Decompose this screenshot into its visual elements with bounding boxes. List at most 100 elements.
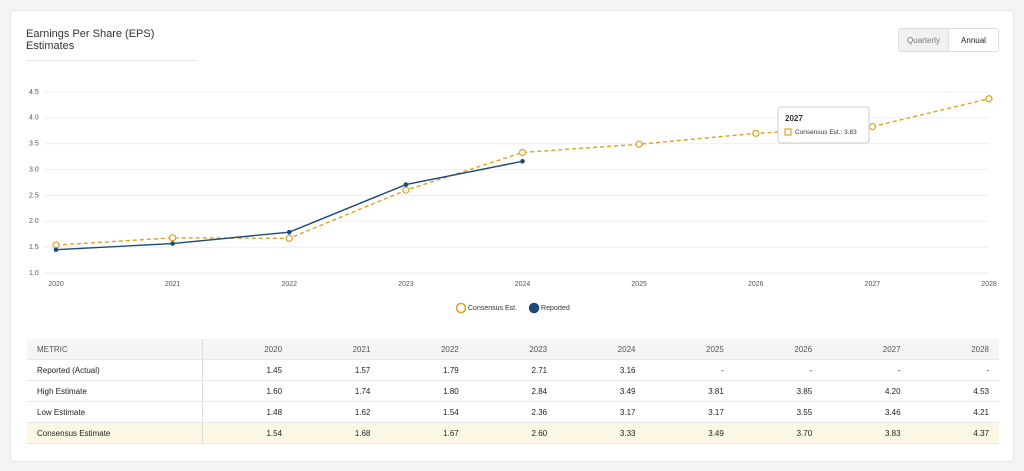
table-cell: Low Estimate: [27, 401, 203, 423]
table-header: METRIC 2020 2021 2022 2023 2024 2025 2026 2027 20…: [27, 339, 999, 360]
table-cell: 1.45: [202, 359, 293, 381]
data-point: [868, 123, 876, 131]
table-cell: 3.17: [557, 401, 646, 423]
table-cell: 3.33: [557, 422, 646, 444]
data-point: [285, 234, 293, 242]
header-cell: 2022: [380, 339, 469, 360]
x-tick-label: 2026: [748, 281, 764, 288]
table-row: High Estimate 1.60 1.74 1.80 2.84 3.49 3.81 3.8…: [27, 380, 999, 402]
chart: 1.0 1.5 2.0 2.5 3.0 3.5 4.0 4.5 2020 2021 2022 2023…: [29, 89, 997, 314]
tooltip-swatch: [784, 128, 792, 136]
table-row: Low Estimate 1.48 1.62 1.54 2.36 3.17 3.17 3.55…: [27, 401, 999, 423]
data-point: [403, 182, 409, 187]
table-cell: 4.53: [910, 380, 999, 402]
table-cell: 1.80: [380, 380, 469, 402]
header-cell: 2026: [733, 339, 823, 360]
table-cell: 1.68: [292, 422, 381, 444]
table-cell: 1.60: [202, 380, 293, 402]
eps-table: METRIC 2020 2021 2022 2023 2024 2025 2026 2027 20…: [27, 339, 999, 444]
x-tick-label: 2021: [165, 281, 181, 288]
table-cell: 3.81: [645, 380, 734, 402]
x-tick-label: 2023: [398, 281, 414, 288]
data-point: [402, 186, 410, 194]
header-cell: 2023: [468, 339, 558, 360]
header-cell: 2027: [822, 339, 911, 360]
x-tick-label: 2020: [48, 281, 64, 288]
data-point: [635, 140, 643, 148]
table-cell: Consensus Estimate: [27, 422, 203, 444]
table-cell: 2.60: [468, 422, 558, 444]
table-cell: 3.49: [645, 422, 734, 444]
header-cell: METRIC: [27, 339, 203, 360]
table-cell: 3.85: [733, 380, 823, 402]
card-title: Earnings Per Share (EPS) Estimates: [26, 28, 196, 61]
annual-button[interactable]: Annual: [948, 29, 998, 51]
table-cell: 2.71: [468, 359, 558, 381]
data-point: [169, 234, 177, 242]
table-cell: 1.57: [292, 359, 381, 381]
table-cell: 1.62: [292, 401, 381, 423]
table-cell: 1.48: [202, 401, 293, 423]
period-toggle: Quarterly Annual: [898, 28, 999, 52]
table-cell: 1.79: [380, 359, 469, 381]
data-point: [752, 129, 760, 137]
table-row: Reported (Actual) 1.45 1.57 1.79 2.71 3.16- - -…: [27, 359, 999, 381]
tooltip-text: Consensus Est.: 3.83: [795, 129, 857, 136]
card: Earnings Per Share (EPS) Estimates Quart…: [10, 10, 1014, 462]
data-point: [520, 158, 525, 164]
table-cell: 4.20: [822, 380, 911, 402]
x-tick-label: 2028: [981, 281, 997, 288]
tooltip-box: [777, 106, 870, 144]
table-row: Consensus Estimate 1.54 1.68 1.67 2.60 3.33 3.…: [27, 422, 999, 444]
table-cell: -: [645, 359, 734, 381]
table-cell: 3.17: [645, 401, 734, 423]
header-cell: 2021: [292, 339, 381, 360]
table-cell: -: [822, 359, 911, 381]
table-cell: 3.83: [822, 422, 911, 444]
table-cell: 2.84: [468, 380, 558, 402]
data-point: [518, 148, 527, 157]
table-cell: 1.54: [202, 422, 293, 444]
data-point: [53, 247, 59, 253]
table-cell: Reported (Actual): [27, 359, 203, 381]
x-tick-label: 2025: [631, 281, 647, 288]
data-point: [985, 95, 993, 103]
y-tick-label: 4.5: [29, 89, 39, 96]
table-cell: 1.54: [380, 401, 469, 423]
header-cell: 2024: [557, 339, 646, 360]
header-cell: 2020: [202, 339, 293, 360]
table-cell: 1.74: [292, 380, 381, 402]
data-point: [170, 241, 175, 246]
y-tick-label: 1.5: [29, 244, 39, 251]
data-point: [52, 241, 60, 249]
table-cell: 2.36: [468, 401, 558, 423]
table-cell: -: [910, 359, 999, 381]
table-cell: 3.16: [557, 359, 646, 381]
header-cell: 2025: [645, 339, 734, 360]
table-cell: High Estimate: [27, 380, 203, 402]
table-cell: 3.55: [733, 401, 823, 423]
tooltip: 2027 Consensus Est.: 3.83: [777, 106, 870, 144]
x-tick-label: 2024: [515, 281, 531, 288]
legend-label: Consensus Est.: [468, 305, 517, 312]
y-tick-label: 2.0: [29, 218, 39, 225]
table-cell: 3.46: [822, 401, 911, 423]
table-cell: 3.70: [733, 422, 823, 444]
y-tick-label: 2.5: [29, 192, 39, 199]
header-cell: 2028: [910, 339, 999, 360]
table-cell: 1.67: [380, 422, 469, 444]
legend: Consensus Est. Reported: [455, 302, 570, 314]
legend-marker: [455, 302, 467, 314]
y-tick-label: 4.0: [29, 115, 39, 122]
table-cell: 4.37: [910, 422, 999, 444]
legend-label: Reported: [541, 305, 570, 312]
quarterly-button[interactable]: Quarterly: [907, 35, 940, 45]
y-tick-label: 1.0: [29, 270, 39, 277]
legend-marker: [528, 302, 540, 314]
y-tick-label: 3.5: [29, 141, 39, 148]
data-point: [286, 229, 292, 235]
table-cell: 4.21: [910, 401, 999, 423]
table-cell: -: [733, 359, 823, 381]
table-cell: 3.49: [557, 380, 646, 402]
